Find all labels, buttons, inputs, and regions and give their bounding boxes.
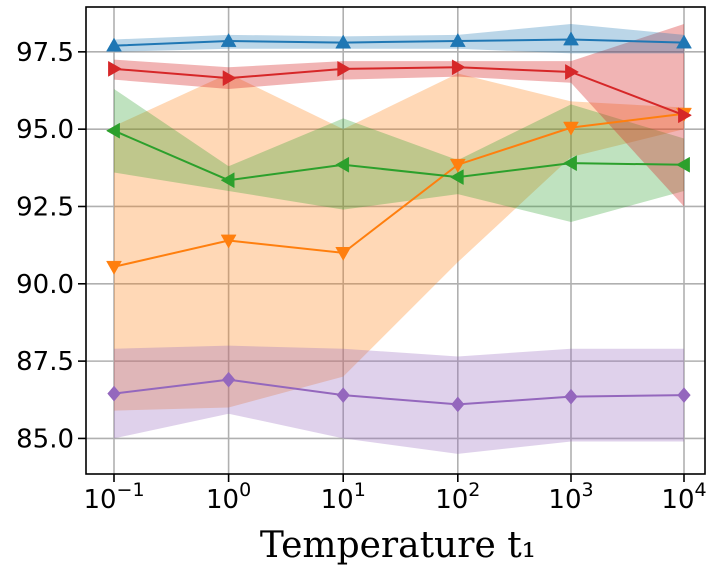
y-tick-label: 97.5 (16, 38, 74, 68)
x-tick-label: 103 (548, 479, 593, 515)
y-tick-label: 90.0 (16, 270, 74, 300)
marker-blue (563, 31, 579, 46)
y-tick-label: 92.5 (16, 192, 74, 222)
x-tick-label: 102 (435, 479, 480, 515)
band-blue (114, 24, 684, 54)
marker-purple (221, 371, 236, 388)
marker-blue (220, 33, 237, 47)
band-orange (114, 73, 684, 411)
marker-blue (335, 34, 352, 49)
marker-purple (107, 385, 121, 402)
grid (86, 7, 705, 474)
x-tick-label: 10−1 (83, 479, 144, 515)
y-tick-label: 85.0 (16, 424, 74, 454)
marker-green (675, 156, 690, 173)
series-markers (105, 31, 693, 413)
x-tick-label: 101 (321, 479, 366, 515)
marker-green (220, 172, 235, 189)
axis-ticks: 85.0 87.5 90.0 92.5 95.0 97.5 10−1 100 101 102 103… (16, 38, 706, 515)
marker-red (222, 70, 237, 87)
marker-red (108, 60, 123, 77)
marker-red (451, 59, 466, 76)
y-tick-label: 87.5 (16, 347, 74, 377)
marker-red (337, 60, 352, 77)
marker-purple (451, 396, 465, 413)
marker-purple (336, 387, 350, 404)
marker-orange (106, 260, 122, 275)
marker-orange (220, 234, 237, 249)
marker-purple (564, 388, 578, 405)
line-red (113, 66, 685, 117)
x-tick-label: 104 (661, 479, 706, 515)
marker-blue (449, 33, 466, 47)
y-tick-label: 95.0 (16, 115, 74, 145)
marker-orange (449, 158, 466, 173)
marker-green (335, 156, 350, 173)
line-blue (113, 38, 685, 47)
marker-green (449, 169, 464, 186)
marker-orange (335, 246, 352, 261)
confidence-bands (114, 24, 684, 454)
line-orange (113, 112, 685, 268)
plot-frame (85, 6, 706, 475)
x-axis-title: Temperature t₁ (260, 525, 536, 566)
marker-green (105, 122, 120, 139)
x-tick-label: 100 (206, 479, 251, 515)
marker-blue (676, 34, 692, 49)
marker-purple (677, 387, 691, 404)
line-purple (113, 378, 685, 406)
marker-orange (563, 121, 579, 136)
marker-blue (106, 37, 122, 52)
series-lines (113, 38, 685, 406)
line-green (113, 129, 685, 182)
marker-red (565, 64, 580, 80)
band-red (114, 24, 684, 207)
marker-green (562, 155, 577, 172)
band-green (114, 88, 684, 222)
marker-red (678, 107, 693, 124)
